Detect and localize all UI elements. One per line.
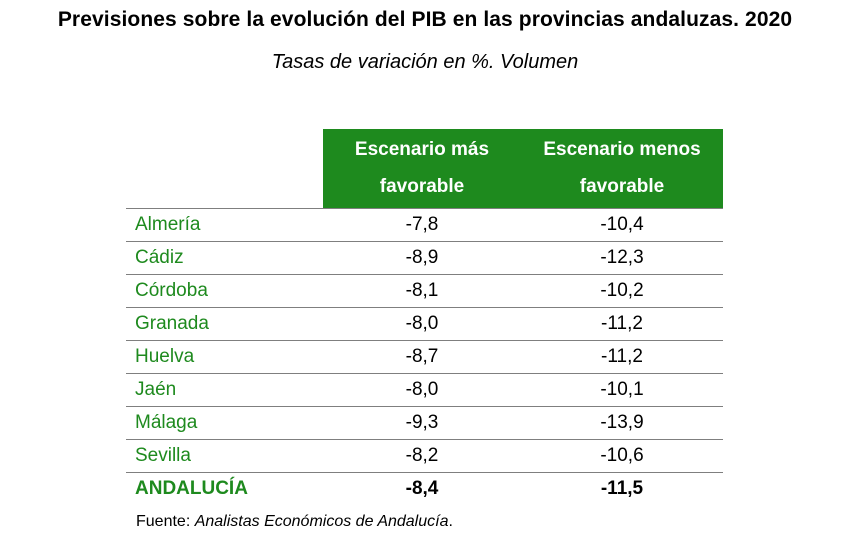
header-favorable-line2: favorable [379,176,465,197]
province-name: Granada [126,307,323,341]
province-name: Huelva [126,340,323,374]
favorable-value: -8,0 [323,373,521,407]
source-note: Fuente: Analistas Económicos de Andalucí… [136,513,453,531]
header-unfavorable: Escenario menos favorable [521,129,723,209]
favorable-value: -8,7 [323,340,521,374]
favorable-value: -8,2 [323,439,521,473]
header-unfavorable-line2: favorable [579,176,665,197]
unfavorable-value: -10,4 [521,208,723,242]
source-suffix: . [448,513,453,530]
favorable-value: -8,1 [323,274,521,308]
page-subtitle: Tasas de variación en %. Volumen [271,51,579,73]
table-row: Cádiz -8,9 -12,3 [126,241,723,275]
source-text: Analistas Económicos de Andalucía [194,513,449,530]
unfavorable-value: -10,6 [521,439,723,473]
favorable-value: -8,0 [323,307,521,341]
table-row: Córdoba -8,1 -10,2 [126,274,723,308]
table-row: Granada -8,0 -11,2 [126,307,723,341]
unfavorable-value: -12,3 [521,241,723,275]
province-name: Jaén [126,373,323,407]
province-name: Málaga [126,406,323,440]
header-favorable: Escenario más favorable [323,129,521,209]
unfavorable-value: -10,1 [521,373,723,407]
source-label: Fuente: [136,513,195,530]
gdp-forecast-table: Escenario más favorable Escenario menos … [126,129,723,506]
header-unfavorable-line1: Escenario menos [543,139,701,160]
table-row: Almería -7,8 -10,4 [126,208,723,242]
province-name: Almería [126,208,323,242]
total-favorable-value: -8,4 [405,478,439,500]
unfavorable-value: -13,9 [521,406,723,440]
total-unfavorable-value: -11,5 [600,478,644,500]
favorable-value: -7,8 [323,208,521,242]
total-row: ANDALUCÍA -8,4 -11,5 [126,473,723,506]
unfavorable-value: -11,2 [521,307,723,341]
table-row: Huelva -8,7 -11,2 [126,340,723,374]
unfavorable-value: -11,2 [521,340,723,374]
header-blank-cell [126,129,323,209]
favorable-value: -9,3 [323,406,521,440]
table-row: Málaga -9,3 -13,9 [126,406,723,440]
province-name: Sevilla [126,439,323,473]
unfavorable-value: -10,2 [521,274,723,308]
total-name: ANDALUCÍA [135,478,248,500]
page-title: Previsiones sobre la evolución del PIB e… [57,8,793,31]
table-row: Jaén -8,0 -10,1 [126,373,723,407]
header-favorable-line1: Escenario más [354,139,490,160]
table-row: Sevilla -8,2 -10,6 [126,439,723,473]
province-name: Cádiz [126,241,323,275]
favorable-value: -8,9 [323,241,521,275]
province-name: Córdoba [126,274,323,308]
table-header-row: Escenario más favorable Escenario menos … [126,129,723,209]
